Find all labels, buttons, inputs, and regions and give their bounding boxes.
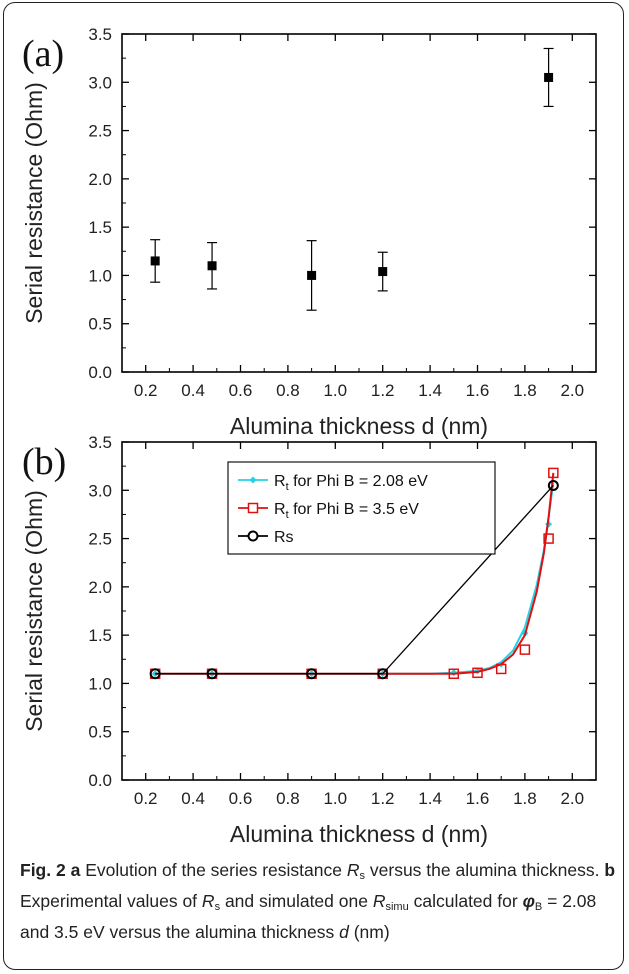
caption-rs-symbol: R [346,860,360,880]
data-point-circle [206,668,218,680]
x-tick-label: 1.2 [371,381,395,400]
data-point-circle [377,668,389,680]
caption-part-a-label: a [70,860,81,880]
y-tick-label: 0.0 [88,771,112,790]
data-point-square [543,533,554,544]
x-tick-label: 2.0 [560,381,584,400]
x-axis-label: Alumina thickness d (nm) [230,821,488,847]
y-tick-label: 2.0 [88,170,112,189]
plot-area-frame [121,33,597,373]
data-point-circle [306,668,318,680]
figure-frame [3,2,624,970]
data-point-square [519,644,531,655]
caption-phi-sub: B [534,901,543,913]
chart-b: 0.2 0.4 0.6 0.8 1.0 1.2 1.4 1.6 1.8 2.0 0.0 0.5 1.0 1… [21,433,597,847]
caption-part-a-tail: versus the alumina thickness. [369,860,600,880]
legend-marker [247,530,259,542]
legend-entry-1: Rt for Phi B = 2.08 eV [274,473,428,493]
y-tick-label: 2.5 [88,122,112,141]
caption-rs-sub: s [359,870,366,882]
caption-rsimu-sub: simu [385,901,409,913]
x-tick-label: 1.6 [466,789,490,808]
chart-a: 0.2 0.4 0.6 0.8 1.0 1.2 1.4 1.6 1.8 2.0 0.0 0.5 1.0 1… [21,25,597,439]
caption-part-b-calc: calculated for [413,891,518,911]
legend-box [227,461,496,555]
data-point [307,270,317,280]
data-point [544,72,554,82]
caption-part-a-text: Evolution of the series resistance [85,860,342,880]
data-point [207,261,217,271]
y-tick-label: 1.5 [88,218,112,237]
panel-label: (a) [22,33,64,75]
data-point-circle [547,479,559,491]
y-tick-label: 3.0 [88,73,112,92]
x-tick-label: 0.8 [276,789,300,808]
y-tick-label: 3.5 [88,25,112,44]
legend-marker [249,476,257,484]
caption-fig-label: Fig. 2 [20,860,66,880]
y-axis-label: Serial resistance (Ohm) [21,82,47,324]
series-line-3 [155,485,554,675]
x-tick-label: 0.8 [276,381,300,400]
y-axis-label: Serial resistance (Ohm) [21,490,47,732]
legend-entry-2: Rt for Phi B = 3.5 eV [274,501,419,521]
data-point-square [495,663,507,675]
caption-rs-sub-2: s [214,901,221,913]
legend-marker [247,502,259,514]
caption-phi-symbol: φ [522,891,535,911]
caption-part-b-text: Experimental values of [20,891,198,911]
caption-rs-symbol-2: R [201,891,215,911]
x-tick-label: 0.4 [181,381,205,400]
x-tick-label: 1.2 [371,789,395,808]
caption-rsimu-symbol: R [372,891,386,911]
x-tick-label: 1.0 [323,381,347,400]
data-point-circle [149,668,161,680]
caption-d-symbol: d [339,922,349,942]
y-tick-label: 1.0 [88,674,112,693]
x-axis-label: Alumina thickness d (nm) [230,413,488,439]
x-tick-label: 0.2 [134,789,158,808]
x-tick-label: 1.8 [513,381,537,400]
caption-part-b-label: b [604,860,616,880]
x-tick-label: 1.6 [466,381,490,400]
data-point [150,256,160,266]
y-tick-label: 0.5 [88,315,112,334]
x-tick-label: 0.4 [181,789,205,808]
legend-entry-3: Rs [274,529,294,546]
x-tick-label: 1.8 [513,789,537,808]
data-point-square [448,668,460,680]
x-tick-label: 0.2 [134,381,158,400]
x-tick-label: 1.4 [418,789,442,808]
caption-d-unit: (nm) [353,922,390,942]
data-point-square [548,467,559,479]
x-tick-label: 2.0 [560,789,584,808]
data-point-square [472,667,483,679]
panel-label: (b) [22,441,66,483]
x-tick-label: 0.6 [229,789,253,808]
y-tick-label: 0.5 [88,723,112,742]
data-point [378,267,388,277]
y-tick-label: 2.5 [88,530,112,549]
caption-part-b-mid: and simulated one [224,891,368,911]
figure-caption: Fig. 2 a Evolution of the series resista… [20,858,616,945]
x-tick-label: 1.4 [418,381,442,400]
x-tick-label: 1.0 [323,789,347,808]
y-tick-label: 1.5 [88,626,112,645]
x-tick-label: 0.6 [229,381,253,400]
caption-phi-values: = 2.08 and 3.5 eV versus the alumina thi… [20,891,597,942]
y-tick-label: 1.0 [88,266,112,285]
y-tick-label: 3.5 [88,433,112,452]
y-tick-label: 3.0 [88,481,112,500]
y-tick-label: 0.0 [88,363,112,382]
y-tick-label: 2.0 [88,578,112,597]
